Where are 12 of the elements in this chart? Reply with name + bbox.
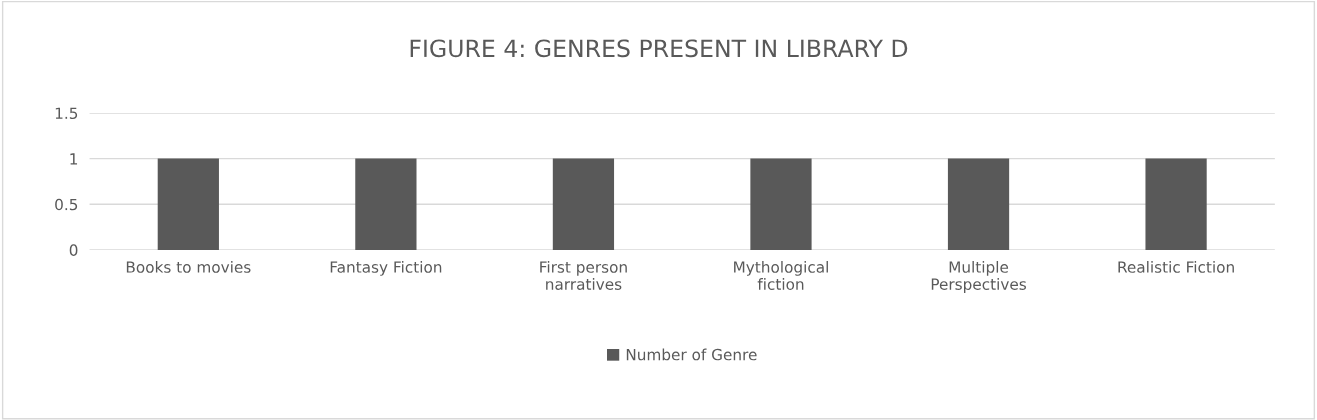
x-tick-label: First person narratives xyxy=(540,261,627,290)
x-tick-label: Books to movies xyxy=(126,261,251,273)
y-tick-label: 1 xyxy=(70,153,78,165)
y-tick-label: 0.5 xyxy=(55,198,78,211)
x-tick-label: Realistic Fiction xyxy=(1118,261,1234,273)
y-tick-label: 0 xyxy=(69,244,78,256)
x-tick-label: Multiple Perspectives xyxy=(931,261,1026,293)
legend-label: Number of Genre xyxy=(626,348,757,361)
x-tick-label: Fantasy Fiction xyxy=(330,261,442,276)
x-tick-label: Mythological fiction xyxy=(734,261,828,290)
chart-title: FIGURE 4: GENRES PRESENT IN LIBRARY D xyxy=(410,39,908,58)
y-tick-label: 1.5 xyxy=(55,107,78,119)
